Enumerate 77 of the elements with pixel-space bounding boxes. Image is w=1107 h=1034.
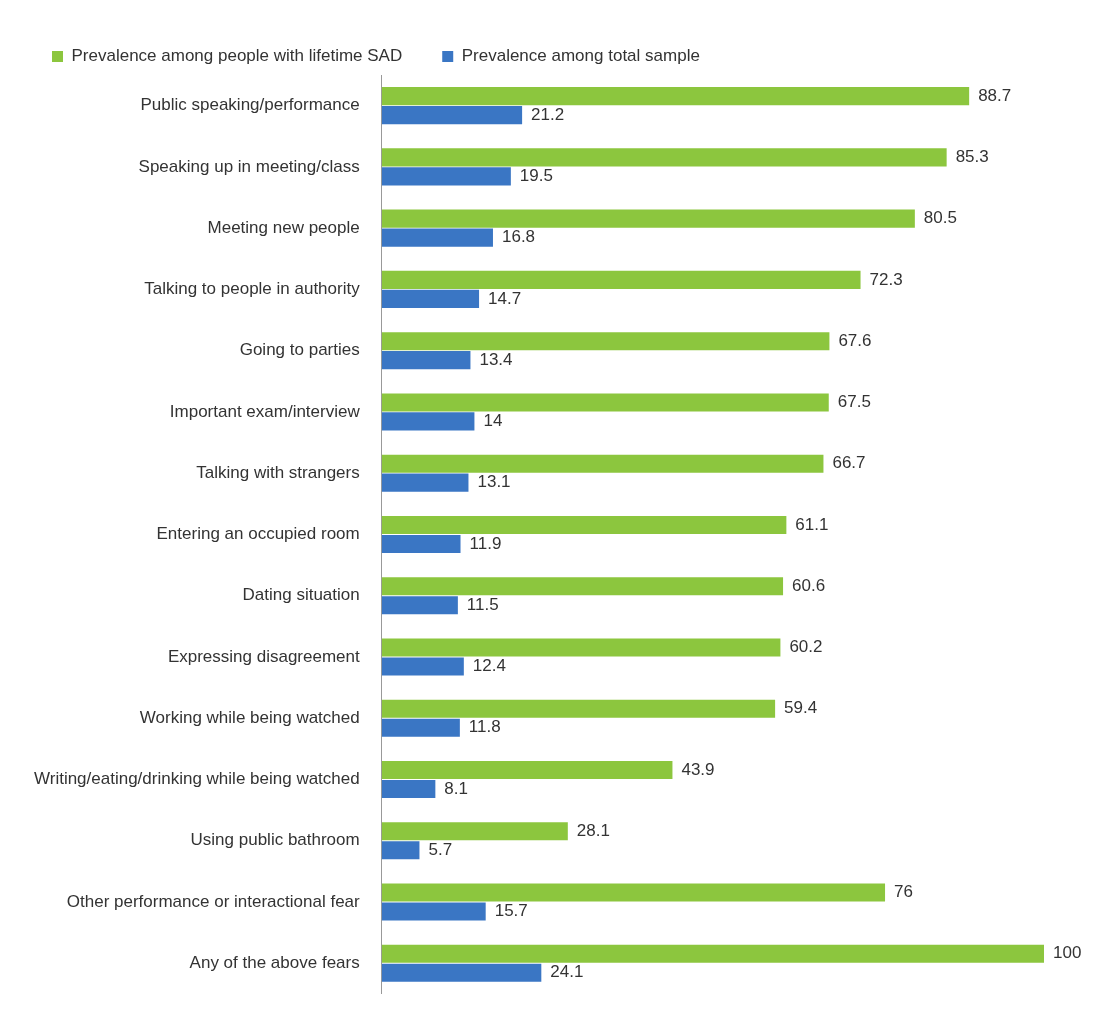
data-label: 76 [894, 882, 913, 902]
y-tick-label: Meeting new people [207, 217, 360, 237]
bar [381, 209, 915, 228]
bar [381, 167, 511, 186]
y-tick-label: Other performance or interactional fear [66, 891, 361, 911]
data-label: 11.9 [469, 533, 502, 553]
data-label: 11.8 [468, 717, 501, 737]
legend-label: Prevalence among people with lifetime SAD [71, 46, 403, 66]
bar [381, 638, 781, 657]
y-tick-label: Going to parties [239, 340, 360, 360]
bar [381, 515, 787, 534]
bar [381, 228, 493, 247]
bar [381, 106, 523, 125]
bar [381, 332, 830, 351]
data-label: 61.1 [795, 514, 829, 534]
data-label: 28.1 [576, 820, 610, 840]
data-label: 85.3 [955, 147, 989, 167]
bar [381, 963, 542, 982]
y-tick-label: Dating situation [242, 585, 360, 605]
data-label: 88.7 [978, 85, 1012, 105]
bar [381, 473, 469, 492]
y-tick-label: Important exam/interview [169, 401, 361, 421]
data-label: 80.5 [923, 208, 957, 228]
y-tick-label: Talking with strangers [196, 462, 360, 482]
bar [381, 760, 673, 779]
bar [381, 883, 886, 902]
bar [381, 902, 486, 921]
bar [381, 596, 458, 615]
bar [381, 87, 970, 106]
y-tick-label: Using public bathroom [190, 830, 360, 850]
y-tick-label: Entering an occupied room [156, 524, 360, 544]
data-label: 8.1 [444, 778, 468, 798]
data-label: 43.9 [681, 759, 715, 779]
bar [381, 393, 829, 412]
data-label: 13.4 [479, 349, 513, 369]
data-label: 21.2 [531, 104, 565, 124]
bar [381, 577, 784, 596]
bar [381, 822, 568, 841]
y-tick-label: Talking to people in authority [144, 279, 361, 299]
bar [381, 699, 776, 718]
legend-label: Prevalence among total sample [461, 46, 700, 66]
data-label: 24.1 [550, 962, 584, 982]
bar [381, 289, 480, 308]
bar [381, 779, 436, 798]
data-label: 59.4 [784, 698, 818, 718]
data-label: 66.7 [832, 453, 866, 473]
y-tick-label: Any of the above fears [189, 952, 360, 972]
data-label: 14 [483, 411, 503, 431]
bar [381, 412, 475, 431]
data-label: 60.2 [789, 637, 823, 657]
data-label: 100 [1053, 943, 1082, 963]
y-tick-label: Public speaking/performance [140, 95, 360, 115]
data-label: 60.6 [792, 575, 826, 595]
bar [381, 270, 861, 289]
data-label: 11.5 [466, 594, 499, 614]
y-tick-label: Expressing disagreement [167, 646, 360, 666]
data-label: 15.7 [494, 901, 528, 921]
bar [381, 351, 471, 370]
bar [381, 657, 464, 676]
bar [381, 841, 420, 860]
data-label: 19.5 [519, 166, 553, 186]
data-label: 5.7 [428, 839, 453, 859]
data-label: 72.3 [869, 269, 903, 289]
data-label: 16.8 [501, 227, 536, 247]
y-tick-label: Speaking up in meeting/class [138, 156, 360, 176]
bar [381, 454, 824, 473]
bar [381, 148, 947, 167]
bar [381, 944, 1044, 963]
data-label: 67.5 [837, 392, 871, 412]
bar [381, 718, 460, 737]
bar [381, 534, 461, 553]
data-label: 67.6 [838, 330, 872, 350]
data-label: 12.4 [472, 656, 506, 676]
data-label: 13.1 [477, 472, 511, 492]
data-label: 14.7 [488, 288, 522, 308]
y-tick-label: Writing/eating/drinking while being watched [33, 769, 360, 789]
y-tick-label: Working while being watched [139, 707, 360, 727]
